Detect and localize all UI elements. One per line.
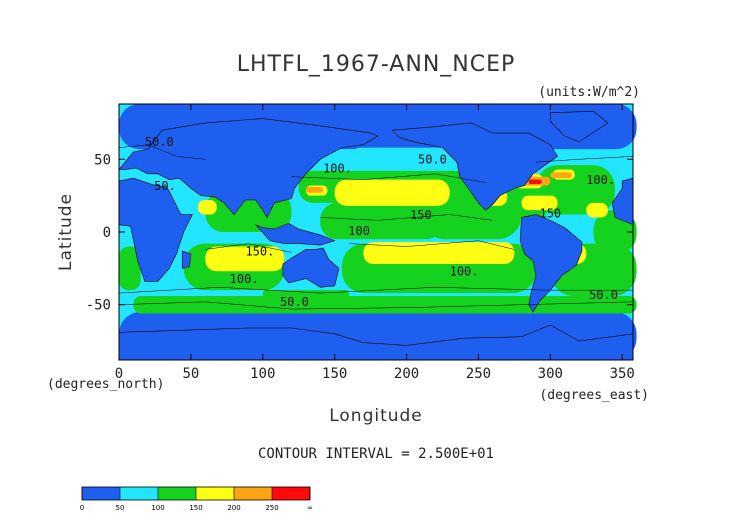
contour-label-0: 50.0 (145, 135, 174, 149)
colorbar-swatch-3 (139, 487, 159, 500)
contour-line-3 (320, 214, 493, 221)
flux-region-27 (198, 200, 217, 215)
x-tick-label-150: 150 (322, 366, 347, 382)
colorbar-swatch-1 (101, 487, 121, 500)
contour-line-7 (205, 243, 292, 253)
contour-lines (118, 144, 634, 310)
contour-label-6: 150. (245, 244, 274, 258)
contour-interval-note: CONTOUR INTERVAL = 2.500E+01 (258, 446, 494, 462)
colorbar-label-2: 100 (151, 504, 164, 512)
flux-region-23 (205, 246, 285, 272)
contour-labels: 50.0 50. 100. 50.0 150 100 150. 100. 100. 150 100.… (145, 135, 618, 309)
colorbar-label-1: 50 (116, 504, 125, 512)
colorbar-label-0: 0 (80, 504, 84, 512)
continents (118, 110, 634, 361)
x-tick-label-300: 300 (538, 366, 563, 382)
colorbar-label-5: 250 (265, 504, 278, 512)
continent-eurasia (118, 118, 379, 219)
flux-region-19 (262, 290, 350, 298)
colorbar-swatch-9 (253, 487, 273, 500)
continent-north-america (391, 122, 558, 211)
y-tick-label-50: 50 (94, 152, 111, 168)
colorbar-swatch-5 (177, 487, 197, 500)
contour-label-1: 50. (154, 179, 176, 193)
continent-indonesia (255, 222, 336, 246)
contour-label-12: 50.0 (589, 288, 618, 302)
y-axis-label: Latitude (56, 193, 76, 271)
colorbar-swatch-4 (158, 487, 178, 500)
flux-region-33 (305, 186, 324, 193)
contour-label-3: 50.0 (418, 153, 447, 167)
contour-label-11: 50.0 (280, 295, 309, 309)
chart-title: LHTFL_1967-ANN_NCEP (237, 52, 516, 77)
contour-line-0 (118, 301, 634, 310)
y-tick-label-0: 0 (103, 225, 111, 241)
contour-line-1 (118, 287, 633, 294)
flux-region-34 (528, 179, 542, 184)
x-tick-label-250: 250 (466, 366, 491, 382)
colorbar-swatch-8 (234, 487, 254, 500)
flux-region-10 (320, 202, 443, 240)
colorbar-label-3: 150 (189, 504, 202, 512)
colorbar-swatch-7 (215, 487, 235, 500)
colorbar-swatch-6 (196, 487, 216, 500)
colorbar-swatch-10 (272, 487, 292, 500)
contour-label-8: 100. (230, 272, 259, 286)
contour-line-5 (118, 144, 206, 160)
colorbar-swatch-0 (82, 487, 102, 500)
flux-region-22 (363, 242, 515, 264)
contour-label-2: 100. (323, 161, 352, 175)
x-tick-label-200: 200 (394, 366, 419, 382)
colorbar-label-4: 200 (227, 504, 240, 512)
y-unit-label: (degrees_north) (47, 377, 164, 392)
plot-area: 50.0 50. 100. 50.0 150 100 150. 100. 100. 150 100.… (118, 103, 637, 361)
contour-label-4: 150 (410, 208, 432, 222)
contour-label-9: 150 (539, 206, 561, 220)
continent-australia (282, 247, 340, 288)
x-tick-label-0: 0 (115, 366, 123, 382)
colorbar: 0 50 100 150 200 250 ∞ (80, 486, 313, 512)
flux-region-18 (119, 246, 141, 291)
y-axis-ticks: -50 0 50 (86, 152, 633, 314)
contour-line-4 (349, 240, 515, 250)
flux-region-25 (521, 195, 558, 211)
continent-south-america (519, 214, 583, 313)
contour-line-2 (291, 173, 486, 183)
flux-region-28 (586, 202, 608, 218)
flux-region-2 (133, 296, 637, 314)
colorbar-swatch-11 (291, 487, 311, 500)
x-unit-label: (degrees_east) (539, 388, 649, 403)
contour-line-6 (535, 156, 634, 163)
colorbar-label-6: ∞ (307, 504, 313, 512)
flux-region-4 (349, 147, 479, 174)
x-axis-ticks: 0 50 100 150 200 250 300 350 (115, 104, 635, 382)
contour-label-5: 100 (348, 224, 370, 238)
flux-region-20 (334, 179, 450, 206)
x-tick-label-350: 350 (610, 366, 635, 382)
continent-madagascar (181, 250, 192, 269)
x-tick-label-50: 50 (182, 366, 199, 382)
units-label: (units:W/m^2) (538, 85, 640, 100)
x-axis-label: Longitude (329, 406, 423, 426)
colorbar-swatch-2 (120, 487, 140, 500)
contour-label-10: 100. (586, 173, 615, 187)
x-tick-label-100: 100 (250, 366, 275, 382)
continent-greenland (550, 110, 609, 143)
contour-label-7: 100. (450, 265, 479, 279)
y-tick-label--50: -50 (86, 298, 111, 314)
flux-region-32 (550, 172, 572, 179)
